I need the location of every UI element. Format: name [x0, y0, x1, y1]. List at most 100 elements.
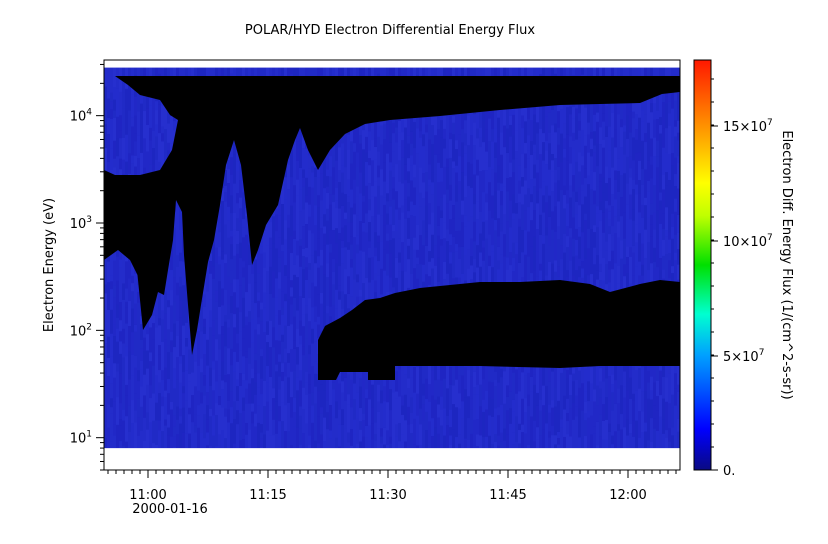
- flux-cell: [341, 192, 344, 206]
- flux-cell: [362, 149, 365, 175]
- colorbar: [694, 60, 711, 470]
- flux-cell: [242, 261, 245, 268]
- flux-cell: [410, 155, 413, 166]
- flux-cell: [320, 228, 323, 250]
- flux-cell: [587, 184, 590, 212]
- flux-cell: [221, 407, 224, 431]
- flux-cell: [374, 256, 377, 274]
- flux-cell: [197, 67, 200, 79]
- flux-cell: [434, 265, 437, 284]
- flux-cell: [389, 162, 392, 171]
- flux-cell: [383, 204, 386, 226]
- flux-cell: [257, 405, 260, 423]
- flux-cell: [626, 183, 629, 205]
- flux-cell: [467, 396, 470, 419]
- flux-cell: [176, 335, 179, 358]
- flux-cell: [446, 259, 449, 274]
- flux-cell: [434, 380, 437, 400]
- flux-cell: [305, 177, 308, 196]
- flux-cell: [521, 252, 524, 278]
- flux-cell: [107, 427, 110, 448]
- flux-cell: [341, 143, 344, 166]
- flux-cell: [524, 230, 527, 255]
- flux-cell: [485, 151, 488, 163]
- flux-cell: [164, 339, 167, 368]
- flux-cell: [632, 420, 635, 437]
- flux-cell: [302, 67, 305, 84]
- flux-cell: [479, 147, 482, 172]
- flux-cell: [374, 247, 377, 257]
- flux-cell: [275, 297, 278, 316]
- flux-cell: [617, 179, 620, 193]
- flux-cell: [299, 266, 302, 297]
- flux-cell: [557, 180, 560, 202]
- flux-cell: [359, 172, 362, 194]
- flux-cell: [527, 150, 530, 159]
- flux-cell: [593, 232, 596, 248]
- flux-cell: [104, 124, 107, 149]
- flux-cell: [125, 395, 128, 417]
- flux-cell: [479, 171, 482, 192]
- flux-cell: [365, 398, 368, 426]
- flux-cell: [590, 189, 593, 205]
- flux-cell: [488, 397, 491, 416]
- flux-cell: [647, 180, 650, 192]
- flux-cell: [638, 275, 641, 289]
- flux-cell: [443, 279, 446, 288]
- flux-cell: [134, 367, 137, 394]
- flux-cell: [614, 233, 617, 264]
- flux-cell: [644, 169, 647, 198]
- flux-cell: [131, 258, 134, 276]
- flux-cell: [473, 419, 476, 446]
- flux-cell: [521, 398, 524, 425]
- flux-cell: [377, 151, 380, 166]
- flux-cell: [455, 437, 458, 449]
- flux-cell: [365, 116, 368, 137]
- flux-cell: [392, 263, 395, 288]
- flux-cell: [650, 214, 653, 225]
- flux-cell: [212, 415, 215, 436]
- flux-cell: [533, 186, 536, 211]
- flux-cell: [395, 424, 398, 437]
- flux-cell: [323, 441, 326, 449]
- flux-cell: [224, 289, 227, 316]
- flux-cell: [539, 435, 542, 449]
- flux-cell: [368, 247, 371, 258]
- flux-cell: [164, 390, 167, 398]
- flux-cell: [425, 399, 428, 412]
- flux-cell: [314, 416, 317, 441]
- flux-cell: [563, 148, 566, 158]
- flux-cell: [641, 432, 644, 449]
- flux-cell: [635, 390, 638, 421]
- flux-cell: [623, 238, 626, 265]
- flux-cell: [110, 148, 113, 171]
- flux-cell: [662, 94, 665, 103]
- flux-cell: [632, 220, 635, 246]
- flux-cell: [563, 436, 566, 449]
- flux-cell: [560, 402, 563, 420]
- flux-cell: [230, 67, 233, 74]
- flux-cell: [605, 419, 608, 440]
- flux-cell: [605, 439, 608, 449]
- flux-cell: [431, 370, 434, 396]
- flux-cell: [440, 137, 443, 168]
- flux-cell: [350, 141, 353, 164]
- flux-cell: [569, 114, 572, 137]
- flux-cell: [659, 67, 662, 77]
- flux-cell: [506, 269, 509, 284]
- flux-cell: [368, 150, 371, 159]
- flux-cell: [542, 67, 545, 78]
- flux-cell: [215, 224, 218, 248]
- flux-cell: [146, 124, 149, 152]
- flux-cell: [509, 227, 512, 253]
- flux-cell: [533, 374, 536, 385]
- flux-cell: [323, 188, 326, 215]
- flux-cell: [509, 369, 512, 392]
- flux-cell: [455, 165, 458, 173]
- flux-cell: [446, 361, 449, 389]
- flux-cell: [677, 214, 680, 233]
- flux-cell: [647, 242, 650, 271]
- flux-cell: [338, 299, 341, 328]
- flux-cell: [227, 169, 230, 184]
- flux-cell: [278, 257, 281, 273]
